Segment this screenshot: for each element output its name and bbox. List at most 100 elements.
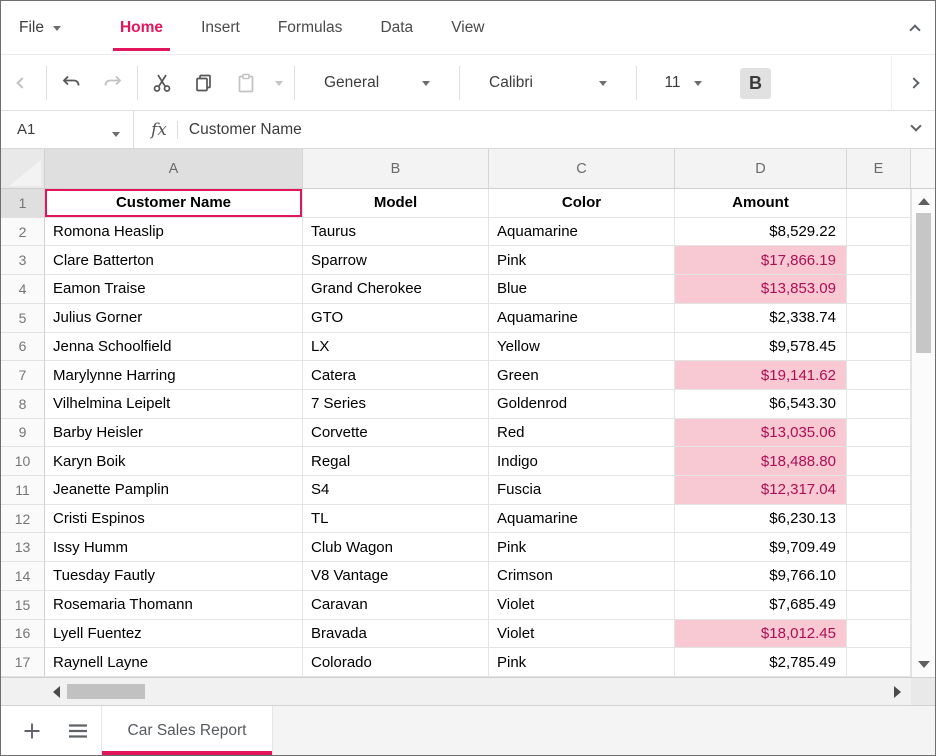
row-header-8[interactable]: 8: [1, 389, 45, 419]
row-header-17[interactable]: 17: [1, 648, 45, 677]
redo-button[interactable]: [92, 63, 134, 103]
cell-d4[interactable]: $13,853.09: [675, 275, 847, 304]
fx-icon[interactable]: fx: [151, 119, 167, 140]
select-all-button[interactable]: [1, 149, 45, 189]
cell-a10[interactable]: Karyn Boik: [45, 447, 303, 477]
undo-button[interactable]: [50, 63, 92, 103]
scroll-left-arrow-icon[interactable]: [53, 686, 60, 698]
bold-button[interactable]: B: [740, 67, 771, 99]
row-header-9[interactable]: 9: [1, 418, 45, 448]
cell-e17[interactable]: [847, 648, 911, 677]
cell-a17[interactable]: Raynell Layne: [45, 648, 303, 677]
cell-e9[interactable]: [847, 418, 911, 448]
column-header-d[interactable]: D: [675, 149, 847, 189]
cell-b5[interactable]: GTO: [303, 303, 489, 333]
row-header-1[interactable]: 1: [1, 189, 45, 218]
cell-c9[interactable]: Red: [489, 418, 675, 448]
cell-a13[interactable]: Issy Humm: [45, 533, 303, 563]
cell-b10[interactable]: Regal: [303, 447, 489, 477]
cell-d15[interactable]: $7,685.49: [675, 590, 847, 620]
cell-d2[interactable]: $8,529.22: [675, 217, 847, 247]
row-header-5[interactable]: 5: [1, 303, 45, 333]
cell-d8[interactable]: $6,543.30: [675, 389, 847, 419]
cell-c7[interactable]: Green: [489, 361, 675, 390]
sheet-list-button[interactable]: [55, 706, 101, 755]
cell-b16[interactable]: Bravada: [303, 619, 489, 649]
cell-e15[interactable]: [847, 590, 911, 620]
cell-a3[interactable]: Clare Batterton: [45, 246, 303, 276]
cell-c12[interactable]: Aquamarine: [489, 504, 675, 534]
cell-d12[interactable]: $6,230.13: [675, 504, 847, 534]
vertical-scrollbar[interactable]: [911, 189, 935, 677]
scroll-up-arrow-icon[interactable]: [918, 198, 930, 205]
row-header-4[interactable]: 4: [1, 275, 45, 304]
cell-d14[interactable]: $9,766.10: [675, 562, 847, 591]
cell-b7[interactable]: Catera: [303, 361, 489, 390]
vertical-scrollbar-thumb[interactable]: [916, 213, 931, 353]
cell-a7[interactable]: Marylynne Harring: [45, 361, 303, 390]
cell-e2[interactable]: [847, 217, 911, 247]
column-header-c[interactable]: C: [489, 149, 675, 189]
cell-a9[interactable]: Barby Heisler: [45, 418, 303, 448]
cell-b13[interactable]: Club Wagon: [303, 533, 489, 563]
cell-c15[interactable]: Violet: [489, 590, 675, 620]
cell-c2[interactable]: Aquamarine: [489, 217, 675, 247]
formula-input[interactable]: Customer Name: [188, 120, 302, 138]
column-header-a[interactable]: A: [45, 149, 303, 189]
cell-b17[interactable]: Colorado: [303, 648, 489, 677]
cell-d1[interactable]: Amount: [675, 189, 847, 218]
cell-e3[interactable]: [847, 246, 911, 276]
cell-e4[interactable]: [847, 275, 911, 304]
add-sheet-button[interactable]: [9, 706, 55, 755]
cell-e1[interactable]: [847, 189, 911, 218]
cell-c5[interactable]: Aquamarine: [489, 303, 675, 333]
cell-c16[interactable]: Violet: [489, 619, 675, 649]
cell-b14[interactable]: V8 Vantage: [303, 562, 489, 591]
horizontal-scrollbar[interactable]: [1, 677, 911, 705]
cell-c4[interactable]: Blue: [489, 275, 675, 304]
cell-e14[interactable]: [847, 562, 911, 591]
cell-a6[interactable]: Jenna Schoolfield: [45, 332, 303, 362]
font-name-dropdown[interactable]: Calibri: [463, 63, 633, 103]
cell-b9[interactable]: Corvette: [303, 418, 489, 448]
cell-c10[interactable]: Indigo: [489, 447, 675, 477]
cell-b8[interactable]: 7 Series: [303, 389, 489, 419]
scroll-right-arrow-icon[interactable]: [894, 686, 901, 698]
cell-b4[interactable]: Grand Cherokee: [303, 275, 489, 304]
cell-e6[interactable]: [847, 332, 911, 362]
copy-button[interactable]: [183, 63, 225, 103]
column-header-b[interactable]: B: [303, 149, 489, 189]
cell-a14[interactable]: Tuesday Fautly: [45, 562, 303, 591]
cell-a8[interactable]: Vilhelmina Leipelt: [45, 389, 303, 419]
cell-a2[interactable]: Romona Heaslip: [45, 217, 303, 247]
tab-home[interactable]: Home: [101, 1, 182, 54]
cell-e5[interactable]: [847, 303, 911, 333]
collapse-ribbon-button[interactable]: [895, 1, 935, 54]
cell-d10[interactable]: $18,488.80: [675, 447, 847, 477]
cell-c14[interactable]: Crimson: [489, 562, 675, 591]
cell-c13[interactable]: Pink: [489, 533, 675, 563]
cell-e12[interactable]: [847, 504, 911, 534]
cell-c17[interactable]: Pink: [489, 648, 675, 677]
cell-e11[interactable]: [847, 476, 911, 505]
toolbar-scroll-left-button[interactable]: [1, 63, 43, 103]
cell-a15[interactable]: Rosemaria Thomann: [45, 590, 303, 620]
cell-a16[interactable]: Lyell Fuentez: [45, 619, 303, 649]
cell-b2[interactable]: Taurus: [303, 217, 489, 247]
cell-d9[interactable]: $13,035.06: [675, 418, 847, 448]
row-header-13[interactable]: 13: [1, 533, 45, 563]
paste-button[interactable]: [225, 63, 267, 103]
column-header-e[interactable]: E: [847, 149, 911, 189]
cell-d3[interactable]: $17,866.19: [675, 246, 847, 276]
row-header-14[interactable]: 14: [1, 562, 45, 591]
cell-a4[interactable]: Eamon Traise: [45, 275, 303, 304]
cell-c1[interactable]: Color: [489, 189, 675, 218]
cell-e16[interactable]: [847, 619, 911, 649]
cut-button[interactable]: [141, 63, 183, 103]
cell-c11[interactable]: Fuscia: [489, 476, 675, 505]
cell-e10[interactable]: [847, 447, 911, 477]
row-header-3[interactable]: 3: [1, 246, 45, 276]
tab-insert[interactable]: Insert: [182, 1, 259, 54]
row-header-7[interactable]: 7: [1, 361, 45, 390]
row-header-15[interactable]: 15: [1, 590, 45, 620]
